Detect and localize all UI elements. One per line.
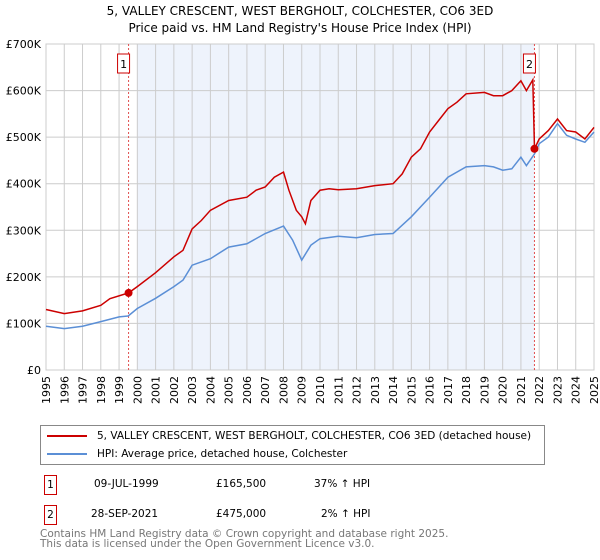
x-tick-label: 1996 bbox=[58, 376, 71, 404]
sale-point bbox=[530, 144, 539, 153]
x-tick-label: 2009 bbox=[296, 376, 309, 404]
footer-copyright: Contains HM Land Registry data © Crown c… bbox=[40, 528, 449, 540]
x-tick-label: 2002 bbox=[168, 376, 181, 404]
chart-subtitle: Price paid vs. HM Land Registry's House … bbox=[128, 21, 472, 35]
x-tick-label: 2003 bbox=[186, 376, 199, 404]
transaction-date: 28-SEP-2021 bbox=[91, 508, 159, 520]
legend: 5, VALLEY CRESCENT, WEST BERGHOLT, COLCH… bbox=[40, 425, 545, 465]
sale-label-box bbox=[522, 53, 536, 74]
x-tick-label: 2000 bbox=[131, 376, 144, 404]
x-tick-label: 1999 bbox=[113, 376, 126, 404]
x-tick-label: 2023 bbox=[551, 376, 564, 404]
transaction-price: £475,000 bbox=[216, 508, 267, 520]
x-tick-label: 2025 bbox=[588, 376, 600, 404]
x-tick-label: 1998 bbox=[95, 376, 108, 404]
x-tick-label: 2014 bbox=[387, 376, 400, 404]
sale-label: 1 bbox=[120, 58, 127, 71]
x-tick-label: 2022 bbox=[533, 376, 546, 404]
footer-licence: This data is licensed under the Open Gov… bbox=[40, 538, 375, 550]
series-line bbox=[45, 77, 595, 315]
y-tick-label: £0 bbox=[27, 364, 41, 377]
x-tick-label: 2015 bbox=[405, 376, 418, 404]
transaction-badge: 2 bbox=[44, 505, 57, 525]
x-tick-label: 2012 bbox=[351, 376, 364, 404]
legend-item-property: 5, VALLEY CRESCENT, WEST BERGHOLT, COLCH… bbox=[47, 428, 531, 444]
chart-title: 5, VALLEY CRESCENT, WEST BERGHOLT, COLCH… bbox=[106, 4, 494, 18]
y-tick-label: £700K bbox=[6, 38, 42, 51]
x-tick-label: 2018 bbox=[460, 376, 473, 404]
y-tick-label: £200K bbox=[6, 271, 42, 284]
sale-label-box bbox=[117, 53, 131, 74]
x-tick-label: 2013 bbox=[369, 376, 382, 404]
y-tick-label: £500K bbox=[6, 131, 42, 144]
x-tick-label: 2016 bbox=[424, 376, 437, 404]
legend-label: HPI: Average price, detached house, Colc… bbox=[97, 448, 348, 460]
x-tick-label: 2005 bbox=[223, 376, 236, 404]
sale-label: 2 bbox=[526, 58, 533, 71]
y-tick-label: £100K bbox=[6, 317, 42, 330]
x-tick-label: 2017 bbox=[442, 376, 455, 404]
price-chart: 1995 1996 1997 1998 1999 2000 2001 2002 2003 2004… bbox=[6, 38, 600, 404]
y-tick-label: £400K bbox=[6, 178, 42, 191]
x-tick-label: 2010 bbox=[314, 376, 327, 404]
plot-frame bbox=[45, 43, 595, 371]
legend-label: 5, VALLEY CRESCENT, WEST BERGHOLT, COLCH… bbox=[97, 430, 532, 442]
x-tick-label: 2008 bbox=[277, 376, 290, 404]
x-tick-label: 2007 bbox=[259, 376, 272, 404]
legend-swatch-red bbox=[47, 435, 87, 437]
x-tick-label: 1997 bbox=[77, 376, 90, 404]
x-tick-label: 2024 bbox=[570, 376, 583, 404]
x-tick-label: 2021 bbox=[515, 376, 528, 404]
x-tick-label: 2019 bbox=[478, 376, 491, 404]
shaded-period bbox=[137, 44, 535, 370]
transaction-badge: 1 bbox=[44, 475, 57, 495]
x-tick-label: 2011 bbox=[332, 376, 345, 404]
transaction-price: £165,500 bbox=[216, 478, 267, 490]
x-tick-label: 2004 bbox=[204, 376, 217, 404]
y-tick-label: £300K bbox=[6, 224, 42, 237]
legend-item-hpi: HPI: Average price, detached house, Colc… bbox=[47, 446, 347, 462]
y-tick-label: £600K bbox=[6, 85, 42, 98]
footer: Contains HM Land Registry data © Crown c… bbox=[40, 528, 449, 550]
transaction-date: 09-JUL-1999 bbox=[94, 478, 159, 490]
transaction-hpi: 37% ↑ HPI bbox=[314, 478, 371, 490]
legend-swatch-blue bbox=[47, 453, 87, 455]
x-tick-label: 2001 bbox=[150, 376, 163, 404]
x-tick-label: 2006 bbox=[241, 376, 254, 404]
x-tick-label: 2020 bbox=[497, 376, 510, 404]
sale-point bbox=[124, 288, 133, 297]
transaction-hpi: 2% ↑ HPI bbox=[321, 508, 371, 520]
x-tick-label: 1995 bbox=[40, 376, 53, 404]
